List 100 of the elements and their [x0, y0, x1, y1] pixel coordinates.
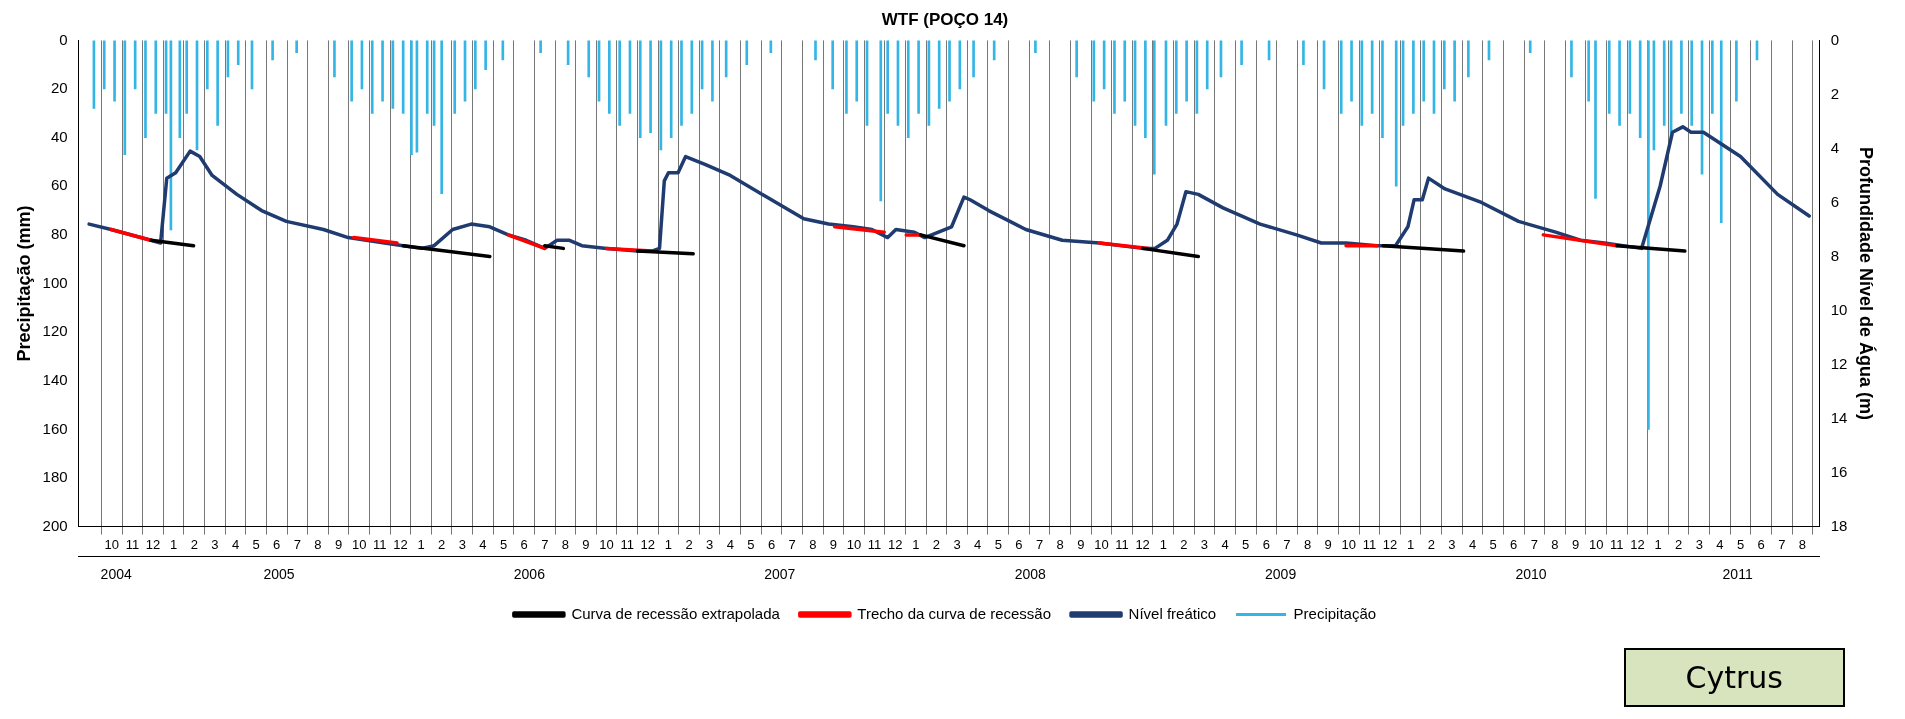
bar — [102, 40, 106, 90]
x-tick-label: 6 — [1757, 536, 1765, 552]
x-tick-label: 9 — [1571, 536, 1580, 552]
bar — [1594, 40, 1597, 199]
x-tick-label: 8 — [1303, 536, 1312, 552]
bar — [236, 40, 240, 66]
bar — [144, 40, 147, 138]
x2-tick-label: 2009 — [1265, 566, 1297, 583]
x-tick-label: 4 — [974, 536, 982, 552]
legend-label: Curva de recessão extrapolada — [571, 604, 781, 622]
bar — [539, 40, 542, 53]
x-tick-label: 12 — [393, 536, 408, 552]
bar — [1570, 40, 1573, 78]
bar — [401, 40, 405, 114]
bar — [680, 40, 683, 126]
x-tick-label: 5 — [994, 536, 1002, 552]
bar — [711, 40, 714, 102]
x-tick-label: 3 — [953, 536, 961, 552]
x-tick-label: 10 — [846, 536, 862, 552]
bar — [992, 40, 996, 61]
bar — [917, 40, 920, 114]
y2-axis-title: Profundidade Nível de Água (m) — [1856, 146, 1878, 421]
bar — [972, 40, 975, 78]
x2-tick-label: 2010 — [1515, 566, 1547, 583]
x-tick-label: 11 — [1362, 536, 1377, 552]
x2-tick-label: 2004 — [100, 566, 132, 583]
x-tick-label: 3 — [706, 536, 714, 552]
x-tick-label: 3 — [1448, 536, 1456, 552]
bar — [113, 40, 116, 102]
bar — [370, 40, 374, 114]
x-tick-label: 7 — [1035, 536, 1044, 552]
bar — [587, 40, 591, 78]
x-tick-label: 1 — [417, 536, 425, 552]
x-tick-label: 9 — [582, 536, 590, 552]
bar — [1711, 40, 1714, 114]
y-tick-label: 140 — [42, 370, 68, 388]
bar — [1240, 40, 1243, 66]
x-tick-label: 2 — [932, 536, 941, 552]
bar — [958, 40, 962, 90]
bar — [1144, 40, 1147, 138]
x-tick-label: 8 — [1551, 536, 1559, 552]
x-tick-label: 1 — [664, 536, 673, 552]
x-tick-label: 5 — [1489, 536, 1497, 552]
bar — [440, 40, 443, 194]
bar — [1647, 40, 1650, 430]
bar — [205, 40, 209, 90]
bar — [185, 40, 189, 114]
x-tick-label: 9 — [1324, 536, 1332, 552]
bar — [1123, 40, 1127, 102]
x-tick-label: 3 — [458, 536, 466, 552]
bar — [474, 40, 477, 90]
x-tick-label: 2 — [1427, 536, 1435, 552]
x-tick-label: 7 — [541, 536, 549, 552]
x-tick-label: 8 — [314, 536, 322, 552]
x2-tick-label: 2008 — [1014, 566, 1046, 583]
bar — [1339, 40, 1343, 114]
x-tick-label: 11 — [125, 536, 140, 552]
x-tick-label: 7 — [1530, 536, 1538, 552]
x-tick-label: 4 — [1716, 536, 1724, 552]
bar — [381, 40, 384, 102]
x-tick-label: 10 — [1588, 536, 1604, 552]
x-tick-label: 1 — [1407, 536, 1415, 552]
legend-label: Nível freático — [1128, 604, 1217, 622]
x-tick-label: 5 — [252, 536, 260, 552]
x-tick-label: 7 — [788, 536, 796, 552]
x-tick-label: 1 — [912, 536, 920, 552]
x-tick-label: 12 — [887, 536, 903, 552]
bar — [1174, 40, 1178, 114]
bar — [216, 40, 219, 126]
x-tick-label: 7 — [293, 536, 301, 552]
bar — [1350, 40, 1353, 102]
x-tick-label: 8 — [561, 536, 569, 552]
x-tick-label: 2 — [1675, 536, 1683, 552]
bar — [1422, 40, 1426, 102]
bar — [1034, 40, 1037, 53]
bar — [814, 40, 817, 61]
bar — [1528, 40, 1532, 53]
y2-tick-label: 0 — [1830, 30, 1840, 48]
x-tick-label: 5 — [499, 536, 508, 552]
x-tick-label: 9 — [829, 536, 837, 552]
x-tick-label: 5 — [1242, 536, 1250, 552]
bar — [948, 40, 951, 102]
x-tick-label: 1 — [1159, 536, 1167, 552]
x-tick-label: 9 — [1077, 536, 1085, 552]
y-tick-label: 0 — [59, 30, 68, 48]
bar — [1690, 40, 1694, 126]
y-tick-label: 60 — [50, 176, 68, 194]
x-tick-label: 6 — [767, 536, 776, 552]
x-tick-label: 5 — [747, 536, 755, 552]
bar — [1735, 40, 1738, 102]
x2-tick-label: 2011 — [1722, 566, 1753, 583]
bar — [879, 40, 883, 202]
x-tick-label: 10 — [599, 536, 614, 552]
x-tick-label: 10 — [104, 536, 120, 552]
bar — [1302, 40, 1305, 66]
bar — [425, 40, 429, 114]
bar — [1662, 40, 1666, 126]
x-tick-label: 3 — [1695, 536, 1703, 552]
y-tick-label: 160 — [42, 419, 68, 437]
x-tick-label: 6 — [1510, 536, 1518, 552]
